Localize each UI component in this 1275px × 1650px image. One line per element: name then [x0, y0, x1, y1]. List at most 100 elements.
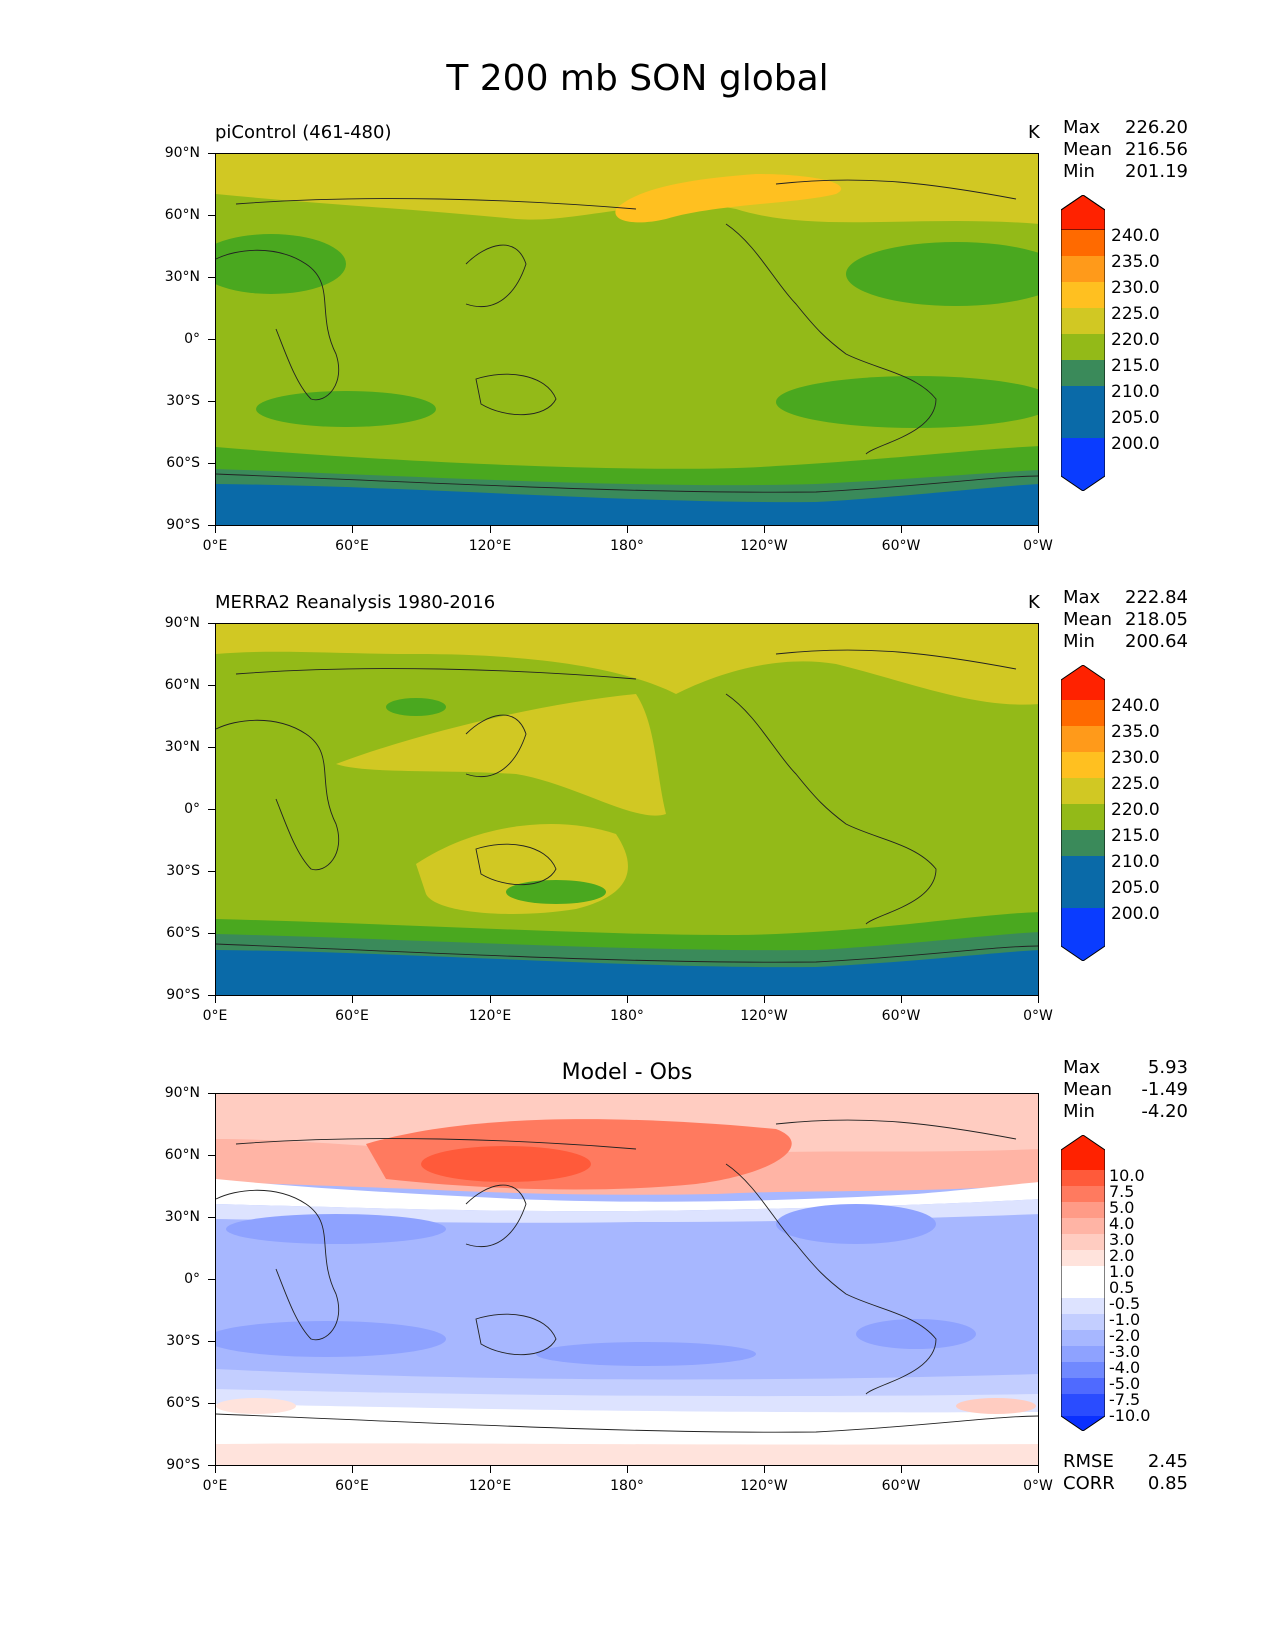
- lon-tick: 120°W: [740, 1478, 788, 1494]
- units-label: K: [1028, 122, 1040, 143]
- map-plot: [215, 153, 1039, 526]
- colorbar: [1061, 665, 1105, 961]
- lon-tick: 60°W: [881, 1008, 921, 1024]
- colorbar-label: 200.0: [1111, 434, 1160, 454]
- colorbar-label: 1.0: [1109, 1262, 1135, 1281]
- lon-tick: 180°: [610, 1478, 644, 1494]
- lat-tick: 90°N: [164, 1085, 200, 1101]
- colorbar-label: -1.0: [1109, 1310, 1141, 1329]
- stat-min-value: -4.20: [1141, 1101, 1188, 1122]
- lon-tick: 120°E: [468, 1008, 512, 1024]
- colorbar-label: 235.0: [1111, 252, 1160, 272]
- stat-max-value: 5.93: [1147, 1057, 1188, 1078]
- panel-title: MERRA2 Reanalysis 1980-2016: [215, 592, 496, 613]
- colorbar-label: 210.0: [1111, 852, 1160, 872]
- lat-tick: 60°N: [164, 1147, 200, 1163]
- stat-mean-label: Mean: [1063, 1079, 1113, 1100]
- lon-tick: 0°W: [1023, 1478, 1053, 1494]
- colorbar-label: 200.0: [1111, 904, 1160, 924]
- lat-tick: 90°N: [164, 615, 200, 631]
- colorbar-label: 235.0: [1111, 722, 1160, 742]
- colorbar-label: 225.0: [1111, 774, 1160, 794]
- colorbar-label: 7.5: [1109, 1182, 1135, 1201]
- colorbar-label: -5.0: [1109, 1374, 1141, 1393]
- lat-tick: 60°N: [164, 207, 200, 223]
- lat-tick: 30°S: [166, 863, 200, 879]
- temperature-map: [216, 624, 1038, 995]
- colorbar-label: -7.5: [1109, 1390, 1141, 1409]
- lon-tick: 120°E: [468, 1478, 512, 1494]
- colorbar-label: 205.0: [1111, 408, 1160, 428]
- colorbar-label: 5.0: [1109, 1198, 1135, 1217]
- difference-map: [216, 1094, 1038, 1465]
- panel-title: Model - Obs: [561, 1060, 693, 1085]
- lon-tick: 0°W: [1023, 538, 1053, 554]
- corr-label: CORR: [1063, 1473, 1115, 1494]
- lat-tick: 30°N: [164, 269, 200, 285]
- colorbar-label: 230.0: [1111, 748, 1160, 768]
- temperature-map: [216, 154, 1038, 525]
- lat-tick: 60°N: [164, 677, 200, 693]
- stat-mean-value: 218.05: [1125, 609, 1188, 630]
- lat-tick: 30°S: [166, 393, 200, 409]
- colorbar-label: 3.0: [1109, 1230, 1135, 1249]
- lat-tick: 90°S: [166, 987, 200, 1003]
- colorbar-label: 230.0: [1111, 278, 1160, 298]
- colorbar-label: 215.0: [1111, 356, 1160, 376]
- stat-min-label: Min: [1063, 1101, 1095, 1122]
- stat-max-value: 222.84: [1125, 587, 1188, 608]
- stat-max-label: Max: [1063, 117, 1101, 138]
- lat-tick: 0°: [184, 801, 200, 817]
- stat-min-value: 200.64: [1125, 631, 1188, 652]
- lon-tick: 60°W: [881, 1478, 921, 1494]
- lat-tick: 0°: [184, 1271, 200, 1287]
- rmse-label: RMSE: [1063, 1451, 1114, 1472]
- lat-tick: 90°S: [166, 1457, 200, 1473]
- stat-max-label: Max: [1063, 1057, 1101, 1078]
- lat-tick: 90°N: [164, 145, 200, 161]
- rmse-value: 2.45: [1147, 1451, 1188, 1472]
- colorbar: [1061, 1135, 1105, 1431]
- lon-tick: 0°E: [202, 1008, 228, 1024]
- colorbar-label: -2.0: [1109, 1326, 1141, 1345]
- corr-value: 0.85: [1147, 1473, 1188, 1494]
- lat-tick: 30°N: [164, 739, 200, 755]
- stat-mean-value: 216.56: [1125, 139, 1188, 160]
- lon-tick: 0°E: [202, 1478, 228, 1494]
- map-plot: [215, 1093, 1039, 1466]
- lon-tick: 0°W: [1023, 1008, 1053, 1024]
- stat-max-value: 226.20: [1125, 117, 1188, 138]
- colorbar-label: 225.0: [1111, 304, 1160, 324]
- stat-max-label: Max: [1063, 587, 1101, 608]
- lat-tick: 30°N: [164, 1209, 200, 1225]
- colorbar-label: -3.0: [1109, 1342, 1141, 1361]
- colorbar-label: 210.0: [1111, 382, 1160, 402]
- colorbar-label: -4.0: [1109, 1358, 1141, 1377]
- lon-tick: 60°E: [335, 1008, 369, 1024]
- colorbar-label: 220.0: [1111, 800, 1160, 820]
- colorbar-label: 4.0: [1109, 1214, 1135, 1233]
- figure-title: T 200 mb SON global: [446, 58, 829, 99]
- lon-tick: 60°E: [335, 1478, 369, 1494]
- stat-min-label: Min: [1063, 631, 1095, 652]
- colorbar-label: 240.0: [1111, 226, 1160, 246]
- lon-tick: 120°W: [740, 538, 788, 554]
- colorbar-label: 10.0: [1109, 1166, 1145, 1185]
- lat-tick: 30°S: [166, 1333, 200, 1349]
- panel-title: piControl (461-480): [215, 122, 392, 143]
- units-label: K: [1028, 592, 1040, 613]
- colorbar: [1061, 195, 1105, 491]
- lon-tick: 180°: [610, 538, 644, 554]
- lon-tick: 180°: [610, 1008, 644, 1024]
- lon-tick: 120°W: [740, 1008, 788, 1024]
- colorbar-label: 0.5: [1109, 1278, 1135, 1297]
- map-plot: [215, 623, 1039, 996]
- lon-tick: 120°E: [468, 538, 512, 554]
- colorbar-label: 215.0: [1111, 826, 1160, 846]
- colorbar-label: 2.0: [1109, 1246, 1135, 1265]
- lon-tick: 0°E: [202, 538, 228, 554]
- lat-tick: 0°: [184, 331, 200, 347]
- lon-tick: 60°E: [335, 538, 369, 554]
- lat-tick: 60°S: [166, 1395, 200, 1411]
- colorbar-label: -10.0: [1109, 1406, 1151, 1425]
